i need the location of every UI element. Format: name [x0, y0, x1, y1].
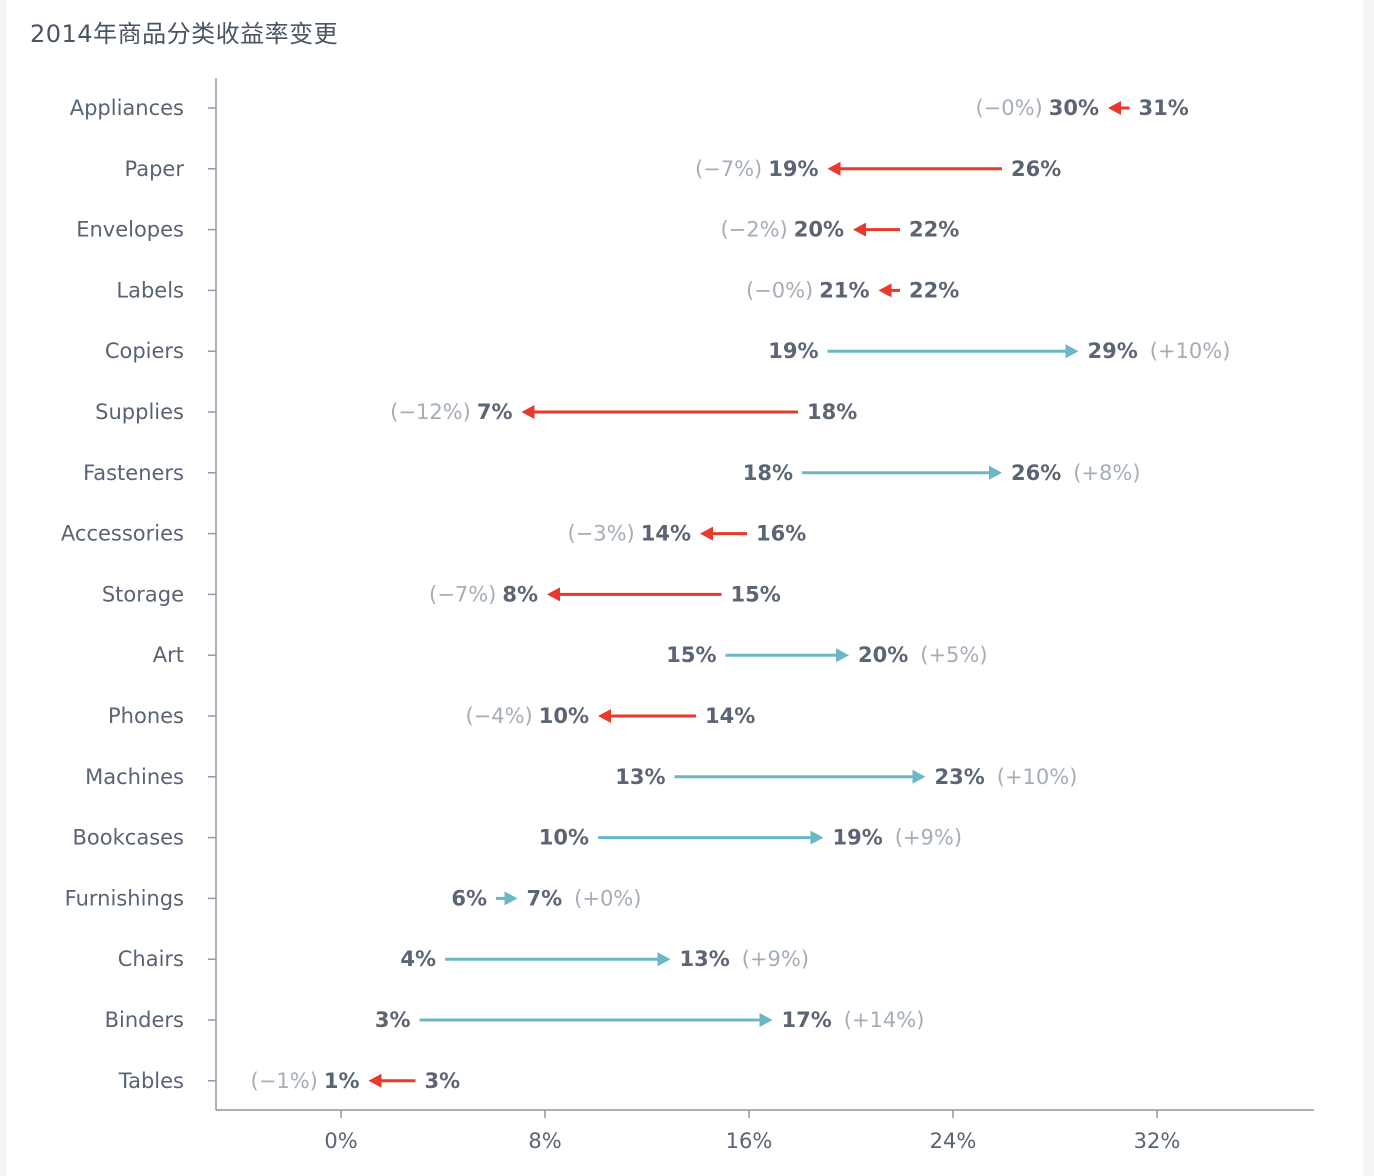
end-value-label: 26% [1011, 461, 1061, 485]
category-label: Copiers [105, 339, 184, 363]
category-label: Machines [85, 765, 184, 789]
x-tick-label: 16% [726, 1129, 773, 1153]
start-value-label: 3% [375, 1008, 411, 1032]
change-delta-label: (+8%) [1073, 461, 1140, 485]
start-value-label: 22% [909, 278, 959, 302]
category-label: Supplies [95, 400, 184, 424]
change-arrowhead [368, 1073, 382, 1088]
change-arrowhead [912, 769, 926, 784]
end-value-label: 17% [782, 1008, 832, 1032]
change-arrowhead [878, 283, 892, 298]
change-delta-label: (−7%) [695, 157, 762, 181]
chart-title: 2014年商品分类收益率变更 [30, 20, 339, 48]
start-value-label: 4% [400, 947, 436, 971]
start-value-label: 22% [909, 218, 959, 242]
change-delta-label: (+0%) [574, 886, 641, 910]
start-value-label: 18% [807, 400, 857, 424]
start-value-label: 26% [1011, 157, 1061, 181]
end-value-label: 7% [477, 400, 513, 424]
change-arrowhead [1108, 101, 1121, 115]
end-value-label: 13% [680, 947, 730, 971]
change-arrowhead [521, 405, 535, 419]
change-arrowhead [598, 709, 611, 723]
end-value-label: 19% [833, 826, 883, 850]
end-value-label: 20% [794, 218, 844, 242]
end-value-label: 23% [935, 765, 985, 789]
chart-plot: 0% 8% 16% 24% 32% Appliances 31% 30% (−0%) Paper 2… [61, 78, 1314, 1153]
end-value-label: 19% [768, 157, 818, 181]
category-label: Storage [102, 582, 184, 606]
change-delta-label: (−0%) [975, 96, 1042, 120]
change-delta-label: (−1%) [251, 1069, 318, 1093]
category-label: Paper [125, 157, 185, 181]
start-value-label: 15% [731, 582, 781, 606]
category-label: Fasteners [83, 461, 184, 485]
end-value-label: 14% [641, 522, 691, 546]
start-value-label: 15% [666, 643, 716, 667]
end-value-label: 21% [819, 278, 869, 302]
start-value-label: 16% [756, 522, 806, 546]
x-tick-label: 24% [930, 1129, 977, 1153]
category-label: Tables [118, 1069, 184, 1093]
category-label: Accessories [61, 522, 184, 546]
change-arrowhead [853, 222, 866, 237]
change-arrowhead [836, 648, 849, 663]
change-arrowhead [504, 891, 518, 906]
start-value-label: 10% [539, 826, 589, 850]
change-delta-label: (−7%) [429, 582, 496, 606]
change-arrowhead [1065, 344, 1079, 359]
change-delta-label: (−2%) [720, 218, 787, 242]
change-delta-label: (+10%) [1150, 339, 1231, 363]
category-label: Envelopes [76, 218, 184, 242]
start-value-label: 3% [425, 1069, 461, 1093]
start-value-label: 31% [1139, 96, 1189, 120]
end-value-label: 30% [1049, 96, 1099, 120]
end-value-label: 7% [527, 886, 563, 910]
category-label: Art [153, 643, 184, 667]
x-tick-label: 32% [1134, 1129, 1181, 1153]
category-label: Phones [108, 704, 184, 728]
x-tick-label: 8% [528, 1129, 561, 1153]
change-delta-label: (+10%) [997, 765, 1078, 789]
start-value-label: 13% [615, 765, 665, 789]
category-label: Furnishings [65, 886, 184, 910]
change-arrowhead [547, 587, 560, 602]
change-delta-label: (+5%) [920, 643, 987, 667]
change-arrowhead [657, 952, 671, 967]
start-value-label: 18% [743, 461, 793, 485]
category-label: Binders [105, 1008, 184, 1032]
change-arrowhead [759, 1013, 773, 1027]
end-value-label: 10% [539, 704, 589, 728]
end-value-label: 20% [858, 643, 908, 667]
change-delta-label: (−0%) [746, 278, 813, 302]
x-tick-label: 0% [324, 1129, 357, 1153]
end-value-label: 8% [502, 582, 538, 606]
change-delta-label: (+9%) [895, 826, 962, 850]
end-value-label: 1% [324, 1069, 360, 1093]
change-arrowhead [989, 465, 1002, 480]
change-arrowhead [700, 526, 713, 541]
start-value-label: 6% [451, 886, 487, 910]
chart-card: 2014年商品分类收益率变更 0% 8% 16% 24% 32% Appliances 31… [6, 0, 1363, 1176]
change-delta-label: (−3%) [567, 522, 634, 546]
change-delta-label: (+9%) [742, 947, 809, 971]
start-value-label: 14% [705, 704, 755, 728]
change-delta-label: (+14%) [844, 1008, 925, 1032]
end-value-label: 29% [1088, 339, 1138, 363]
change-delta-label: (−12%) [390, 400, 471, 424]
change-arrowhead [810, 830, 824, 845]
change-delta-label: (−4%) [465, 704, 532, 728]
category-label: Appliances [70, 96, 184, 120]
change-arrowhead [827, 161, 841, 176]
category-label: Bookcases [73, 826, 184, 850]
start-value-label: 19% [768, 339, 818, 363]
category-label: Chairs [118, 947, 184, 971]
category-label: Labels [116, 278, 184, 302]
